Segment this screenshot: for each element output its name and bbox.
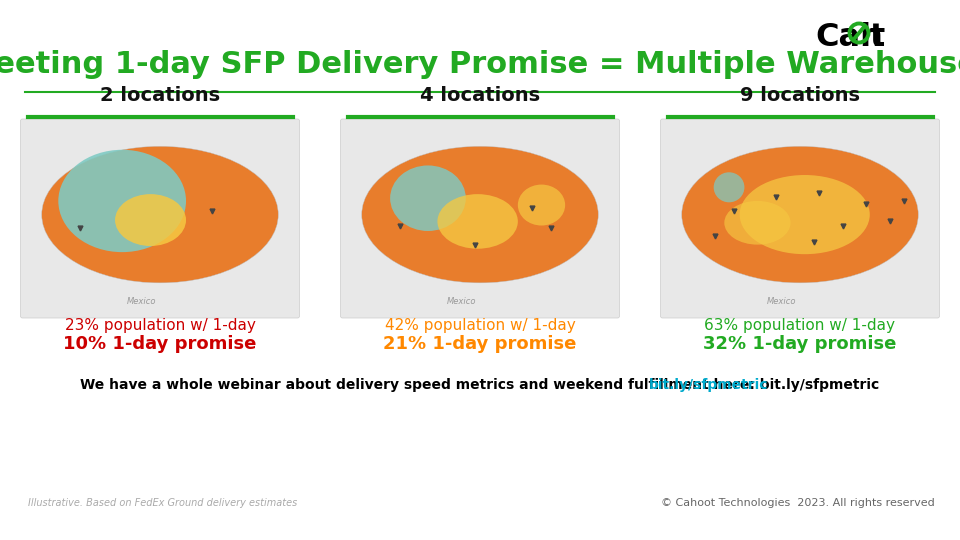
Ellipse shape: [682, 146, 919, 283]
Text: 63% population w/ 1-day: 63% population w/ 1-day: [705, 318, 896, 333]
Ellipse shape: [724, 201, 790, 245]
Ellipse shape: [41, 146, 278, 283]
Text: Mexico: Mexico: [127, 297, 156, 306]
FancyBboxPatch shape: [341, 119, 619, 318]
Ellipse shape: [740, 175, 870, 254]
FancyBboxPatch shape: [20, 119, 300, 318]
Text: 32% 1-day promise: 32% 1-day promise: [704, 335, 897, 353]
Text: 21% 1-day promise: 21% 1-day promise: [383, 335, 577, 353]
Ellipse shape: [115, 194, 186, 246]
Text: Cah: Cah: [815, 22, 883, 53]
FancyBboxPatch shape: [660, 119, 940, 318]
Text: bit.ly/sfpmetric: bit.ly/sfpmetric: [649, 378, 769, 392]
Text: 4 locations: 4 locations: [420, 86, 540, 105]
Text: Mexico: Mexico: [766, 297, 796, 306]
Text: 23% population w/ 1-day: 23% population w/ 1-day: [64, 318, 255, 333]
Text: 42% population w/ 1-day: 42% population w/ 1-day: [385, 318, 575, 333]
Text: Illustrative. Based on FedEx Ground delivery estimates: Illustrative. Based on FedEx Ground deli…: [28, 498, 298, 508]
Text: 10% 1-day promise: 10% 1-day promise: [63, 335, 256, 353]
Ellipse shape: [362, 146, 598, 283]
Text: We have a whole webinar about delivery speed metrics and weekend fulfillment her: We have a whole webinar about delivery s…: [81, 378, 879, 392]
Text: Meeting 1-day SFP Delivery Promise = Multiple Warehouses: Meeting 1-day SFP Delivery Promise = Mul…: [0, 50, 960, 79]
Text: t: t: [870, 22, 885, 53]
Text: Mexico: Mexico: [446, 297, 476, 306]
Text: 2 locations: 2 locations: [100, 86, 220, 105]
Ellipse shape: [390, 165, 466, 231]
Ellipse shape: [713, 172, 744, 202]
Ellipse shape: [438, 194, 517, 249]
Ellipse shape: [517, 185, 565, 226]
Text: © Cahoot Technologies  2023. All rights reserved: © Cahoot Technologies 2023. All rights r…: [661, 498, 935, 508]
Text: 9 locations: 9 locations: [740, 86, 860, 105]
Ellipse shape: [59, 150, 186, 252]
